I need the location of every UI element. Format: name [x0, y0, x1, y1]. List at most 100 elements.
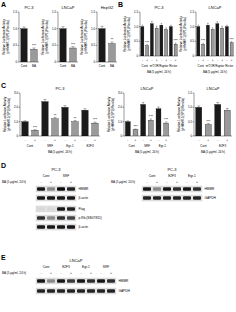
bar	[197, 27, 200, 56]
y-axis	[19, 12, 20, 62]
y-tick-label: 1.5	[188, 91, 193, 95]
error-bar	[216, 102, 219, 104]
y-tick	[18, 12, 19, 13]
lane-label: -	[80, 271, 81, 275]
error-bar	[226, 108, 229, 110]
y-tick-label: 3.0	[14, 91, 19, 95]
y-tick	[195, 41, 196, 42]
bar	[221, 28, 224, 56]
bar-chart: LNCaPRelative Luciferase Activity(pHMMR-…	[177, 86, 232, 154]
group-label: E2F3	[219, 144, 227, 148]
x-tick-label: +	[231, 58, 233, 62]
lane-label: -	[186, 180, 187, 184]
y-tick-label: 0	[121, 134, 123, 138]
y-tick-label: 1.5	[190, 10, 195, 14]
x-tick-label: +	[94, 138, 96, 142]
band	[57, 216, 65, 219]
group-label: Egr-1	[66, 144, 74, 148]
error-bar	[226, 25, 228, 26]
x-tick-label: -	[158, 138, 159, 142]
blot-strip	[36, 278, 116, 284]
y-tick-label: 1.5	[91, 10, 96, 14]
y-axis	[196, 12, 197, 56]
panel-label: E	[1, 254, 6, 261]
lane-label: +	[70, 180, 72, 184]
band	[37, 207, 45, 210]
y-tick	[123, 93, 124, 94]
x-tick-label: +	[150, 138, 152, 142]
x-tick-label: -	[25, 138, 26, 142]
panel-label: C	[1, 82, 6, 89]
bar	[224, 110, 230, 136]
x-tick-label: -	[151, 58, 152, 62]
group-label: Egr-1	[82, 265, 90, 269]
bar	[22, 122, 28, 136]
lane-label: +	[176, 180, 178, 184]
lane-label: -	[60, 180, 61, 184]
error-bar	[110, 42, 113, 44]
bars	[141, 21, 177, 56]
chart-title: LNCaP	[62, 5, 75, 10]
bars	[60, 27, 76, 62]
band	[67, 187, 75, 190]
x-tick-label: -	[198, 138, 199, 142]
x-tick-label: BA	[110, 64, 114, 68]
blot-strip	[36, 186, 76, 192]
band	[87, 279, 95, 282]
x-tick-label: -	[207, 58, 208, 62]
chart-title: PC-3	[24, 5, 34, 10]
x-tick-label: +	[165, 58, 167, 62]
y-tick-label: 0.5	[190, 39, 195, 43]
western-blot: PC-3ContSRF-+-+BA (5 μg/ml, 24 h)HMMRβ-a…	[2, 167, 102, 230]
x-tick-label: -	[217, 58, 218, 62]
y-tick	[96, 45, 97, 46]
band	[57, 279, 65, 282]
error-bar	[151, 21, 153, 23]
error-bar	[161, 23, 163, 25]
x-tick-label: +	[34, 138, 36, 142]
x-tick-label: +	[207, 138, 209, 142]
y-axis	[194, 93, 195, 136]
x-tick-label: Cont	[99, 64, 106, 68]
y-axis	[97, 12, 98, 62]
y-tick-label: 0.5	[134, 39, 139, 43]
background	[0, 0, 236, 312]
y-tick	[57, 62, 58, 63]
lane-label: +	[50, 271, 52, 275]
band	[97, 289, 105, 292]
band	[67, 225, 75, 228]
bar	[62, 107, 68, 136]
band	[107, 289, 115, 292]
bars	[21, 27, 37, 62]
bar-chart: LNCaPRelative Luciferase Activity(pHMMR-…	[41, 5, 78, 68]
band	[143, 187, 151, 190]
error-bar	[198, 25, 200, 26]
bar-chart: HepG2Relative Luciferase Activity(pHMMR-…	[80, 5, 117, 68]
y-tick	[18, 28, 19, 29]
y-tick-label: 2.0	[118, 105, 123, 109]
x-tick-label: +	[175, 58, 177, 62]
bar	[141, 27, 144, 56]
y-tick	[139, 12, 140, 13]
significance: ***	[133, 125, 138, 129]
bars	[196, 102, 231, 136]
y-tick-label: 1.0	[13, 27, 18, 31]
x-tick-label: Cont	[60, 64, 67, 68]
bar	[32, 130, 38, 136]
bar	[230, 43, 233, 56]
band	[57, 187, 65, 190]
bar	[109, 44, 115, 62]
y-tick	[19, 93, 20, 94]
x-axis-label: BA (5 μg/ml, 24 h)	[203, 70, 227, 74]
lane-label: -	[146, 180, 147, 184]
y-tick-label: 0	[193, 54, 195, 58]
y-axis	[58, 12, 59, 62]
x-tick-label: -	[226, 58, 227, 62]
y-axis	[140, 12, 141, 56]
panel-label: B	[118, 1, 123, 8]
chart-title: PC-3	[55, 86, 65, 91]
x-tick-label: BA	[32, 64, 36, 68]
error-bar	[100, 26, 103, 28]
treatment-label: BA (5 μg/ml, 24 h)	[111, 180, 135, 184]
bar	[215, 104, 221, 136]
